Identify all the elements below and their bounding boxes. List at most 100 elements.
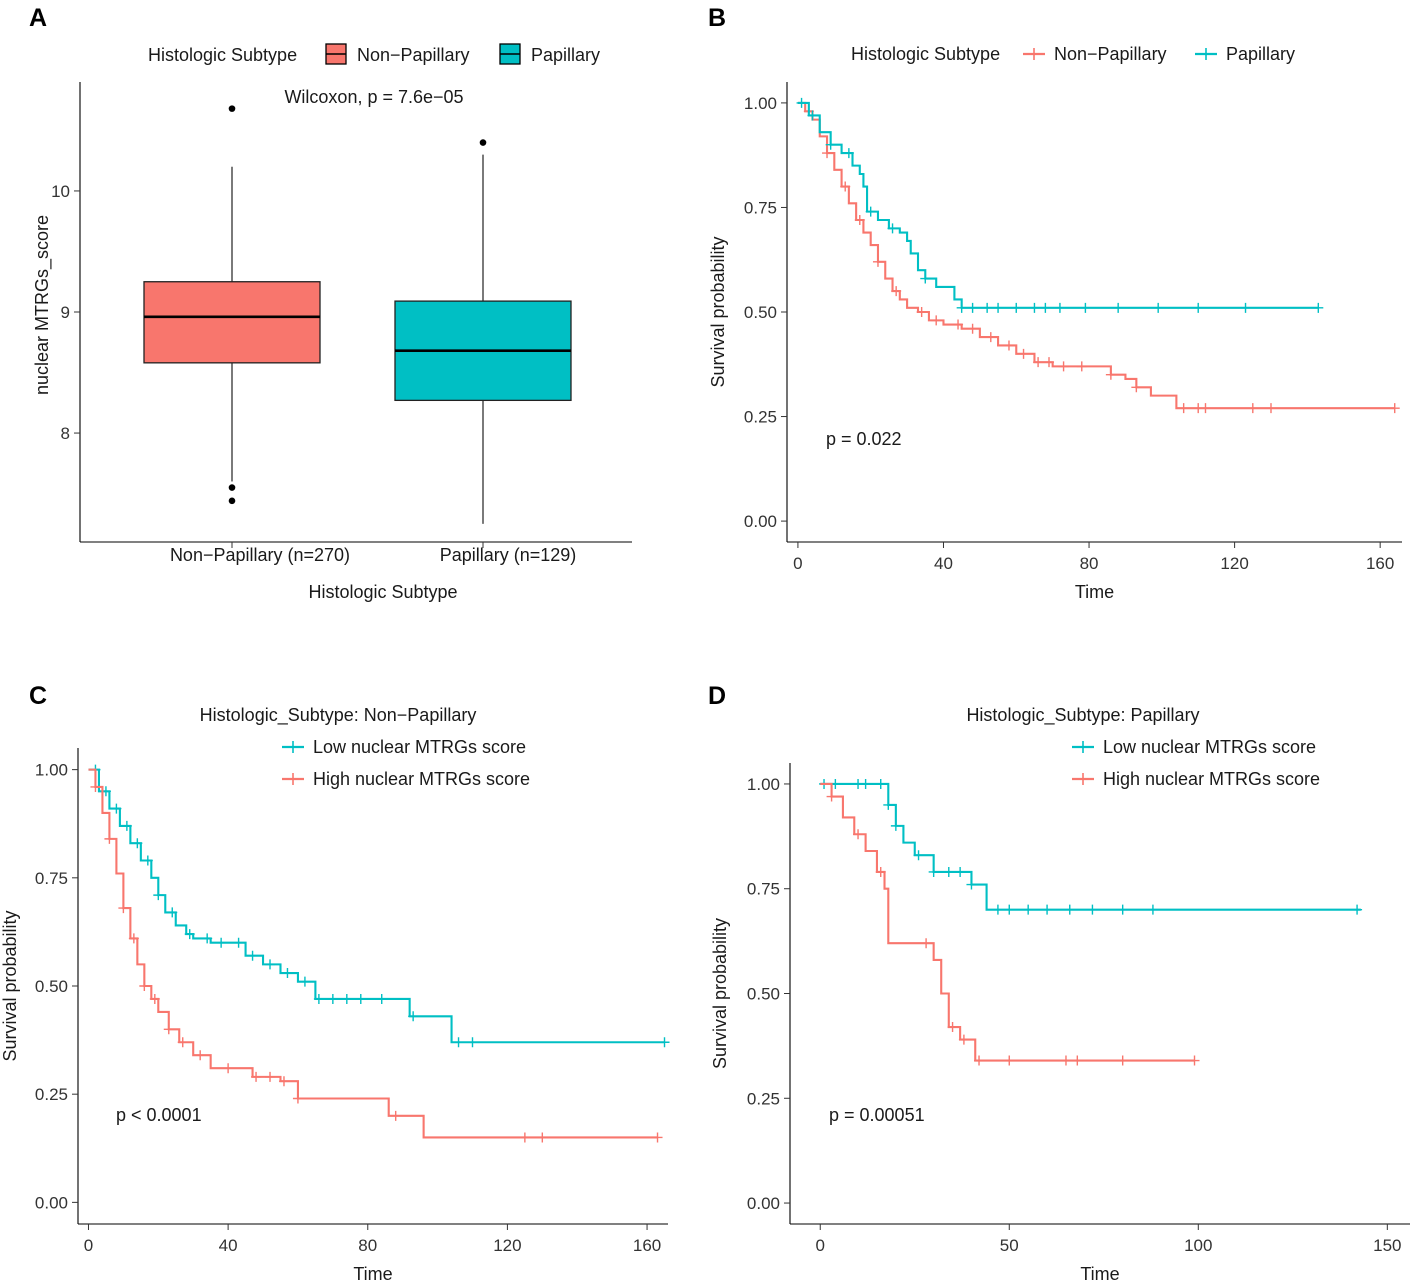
x-tick-label: 40 <box>934 554 953 573</box>
censor-mark <box>1087 904 1098 915</box>
x-tick-label: 160 <box>633 1236 661 1255</box>
y-tick-label: 0.00 <box>747 1194 780 1213</box>
censor-mark <box>251 1071 262 1082</box>
x-tick-label: 120 <box>1220 554 1248 573</box>
censor-mark <box>887 223 898 234</box>
y-tick-label: 0.25 <box>35 1085 68 1104</box>
censor-mark <box>993 302 1004 313</box>
censor-mark <box>408 1011 419 1022</box>
legend-label: Papillary <box>1226 44 1295 64</box>
x-axis-title: Time <box>353 1264 392 1282</box>
censor-mark <box>974 1055 985 1066</box>
censor-mark <box>958 1034 969 1045</box>
censor-mark <box>931 315 942 326</box>
panel-a: A Histologic Subtype Non−Papillary Papillar… <box>29 4 632 602</box>
series-high-nuclear-mtrgs-score <box>820 782 1200 1066</box>
series-papillary <box>796 97 1324 313</box>
legend-label: Low nuclear MTRGs score <box>313 737 526 757</box>
panel-letter-c: C <box>29 682 47 710</box>
censor-mark <box>891 286 902 297</box>
x-tick-label: 80 <box>358 1236 377 1255</box>
y-axis-title: nuclear MTRGs_score <box>32 215 53 395</box>
y-axis-title: Survival probability <box>0 910 20 1061</box>
legend: Histologic_Subtype: Papillary Low nuclear… <box>966 705 1320 789</box>
legend-label: Non−Papillary <box>1054 44 1167 64</box>
censor-mark <box>327 993 338 1004</box>
censor-mark <box>1189 1055 1200 1066</box>
y-tick-label: 8 <box>61 424 70 443</box>
y-tick-label: 0.75 <box>35 869 68 888</box>
censor-mark <box>890 820 901 831</box>
x-tick-label: 150 <box>1373 1236 1401 1255</box>
censor-mark <box>853 829 864 840</box>
censor-mark <box>292 1093 303 1104</box>
x-tick-label: 40 <box>219 1236 238 1255</box>
outlier-point <box>479 139 487 146</box>
panel-b: B 0.00 0.25 0.50 0.75 1.00 0 40 80 120 160 Histolog… <box>708 4 1402 602</box>
x-tick-label: 50 <box>1000 1236 1019 1255</box>
x-tick-label: 100 <box>1184 1236 1212 1255</box>
censor-mark <box>184 929 195 940</box>
x-axis-title: Histologic Subtype <box>308 582 457 602</box>
censor-mark <box>875 866 886 877</box>
box-body <box>143 281 321 364</box>
panel-d: D 0.00 0.25 0.50 0.75 1.00 0 50 100 150 Histologic… <box>708 682 1410 1282</box>
x-tick-label: 0 <box>793 554 802 573</box>
censor-mark <box>1131 382 1142 393</box>
legend-label: Papillary <box>531 45 600 65</box>
censor-mark <box>282 968 293 979</box>
censor-mark <box>982 302 993 313</box>
censor-mark <box>826 791 837 802</box>
outlier-point <box>228 497 236 505</box>
y-tick-label: 0.75 <box>744 198 777 217</box>
survival-curve <box>820 782 1361 911</box>
censor-mark <box>1247 403 1258 414</box>
censor-mark <box>104 833 115 844</box>
censor-mark <box>1003 340 1014 351</box>
x-axis-title: Time <box>1075 582 1114 602</box>
censor-mark <box>796 97 807 108</box>
censor-mark <box>913 850 924 861</box>
censor-mark <box>1004 1055 1015 1066</box>
legend-label: Low nuclear MTRGs score <box>1103 737 1316 757</box>
x-tick-label: 80 <box>1080 554 1099 573</box>
y-tick-label: 0.50 <box>35 977 68 996</box>
series-low-nuclear-mtrgs-score <box>819 778 1363 915</box>
censor-mark <box>966 879 977 890</box>
censor-mark <box>1147 904 1158 915</box>
censor-mark <box>1178 403 1189 414</box>
censor-mark <box>1044 357 1055 368</box>
censor-mark <box>1072 1055 1083 1066</box>
y-tick-label: 1.00 <box>744 94 777 113</box>
censor-mark <box>1352 904 1363 915</box>
y-axis-title: Survival probability <box>710 918 730 1069</box>
censor-mark <box>652 1132 663 1143</box>
legend-label: High nuclear MTRGs score <box>313 769 530 789</box>
censor-mark <box>955 866 966 877</box>
censor-mark <box>167 907 178 918</box>
censor-mark <box>1042 904 1053 915</box>
censor-mark <box>265 959 276 970</box>
panel-letter-d: D <box>708 682 726 710</box>
plot-title: Histologic_Subtype: Non−Papillary <box>200 705 477 726</box>
survival-curve <box>820 782 1195 1062</box>
censor-mark <box>1011 302 1022 313</box>
censor-mark <box>355 993 366 1004</box>
censor-mark <box>1265 403 1276 414</box>
wilcoxon-annotation: Wilcoxon, p = 7.6e−05 <box>284 87 463 107</box>
y-tick-label: 0.50 <box>744 303 777 322</box>
legend: Histologic Subtype Non−Papillary Papillary <box>148 43 600 65</box>
p-value-annotation: p = 0.00051 <box>829 1105 925 1125</box>
censor-mark <box>111 803 122 814</box>
censor-mark <box>121 820 132 831</box>
censor-mark <box>153 890 164 901</box>
censor-mark <box>865 206 876 217</box>
panel-c: C 0.00 0.25 0.50 0.75 1.00 0 40 80 120 160 Histolog… <box>0 682 670 1282</box>
censor-mark <box>1023 904 1034 915</box>
legend: Histologic Subtype Non−Papillary Papillary <box>851 44 1295 64</box>
censor-mark <box>947 1022 958 1033</box>
censor-mark <box>953 319 964 330</box>
y-tick-label: 0.50 <box>747 985 780 1004</box>
censor-mark <box>139 981 150 991</box>
censor-mark <box>341 993 352 1004</box>
